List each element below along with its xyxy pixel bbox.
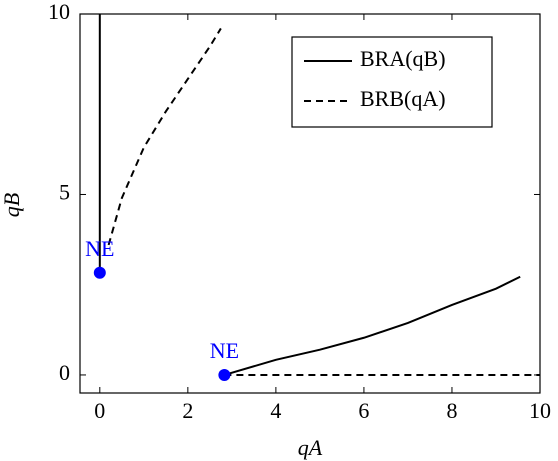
equilibrium-point bbox=[93, 266, 106, 279]
y-tick-label: 0 bbox=[59, 360, 70, 385]
legend-box bbox=[291, 36, 493, 128]
legend-label: BRB(qA) bbox=[360, 86, 446, 111]
y-tick-label: 10 bbox=[48, 0, 70, 24]
series-line bbox=[107, 27, 540, 376]
point-label: NE bbox=[85, 236, 114, 261]
x-tick-label: 6 bbox=[358, 398, 369, 423]
x-tick-label: 0 bbox=[94, 398, 105, 423]
plot-frame bbox=[79, 13, 541, 394]
equilibrium-point bbox=[218, 368, 231, 381]
series-line bbox=[98, 14, 521, 376]
x-tick-label: 2 bbox=[182, 398, 193, 423]
y-tick-label: 5 bbox=[59, 180, 70, 205]
point-label: NE bbox=[210, 338, 239, 363]
x-tick-label: 8 bbox=[446, 398, 457, 423]
x-axis-label: qA bbox=[298, 435, 323, 460]
x-tick-label: 4 bbox=[270, 398, 281, 423]
legend-label: BRA(qB) bbox=[360, 46, 446, 71]
x-tick-label: 10 bbox=[529, 398, 551, 423]
y-axis-label: qB bbox=[0, 193, 24, 217]
